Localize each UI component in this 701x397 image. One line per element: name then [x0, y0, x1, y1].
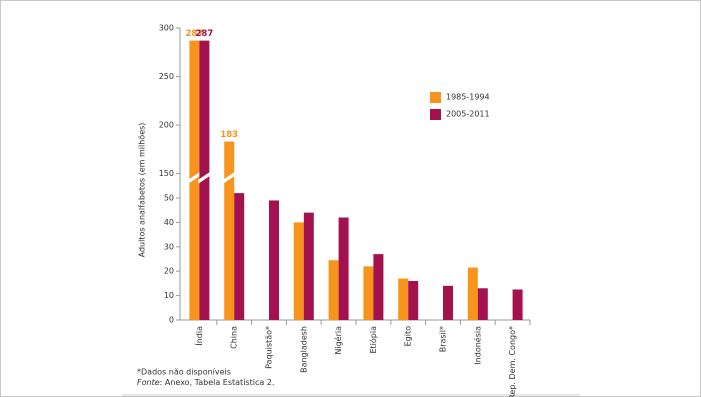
bar	[373, 254, 384, 320]
y-tick-label: 200	[159, 121, 174, 130]
axis-break	[188, 171, 201, 184]
bar	[224, 141, 235, 320]
bar	[338, 217, 349, 320]
bar	[199, 40, 210, 321]
bar	[303, 212, 314, 320]
legend-swatch	[430, 109, 441, 120]
y-axis-label: Adultos analfabetos (em milhões)	[138, 123, 147, 258]
x-tick-label: Indonésia	[472, 326, 482, 365]
legend-label: 2005-2011	[446, 110, 490, 119]
y-tick-label: 30	[164, 242, 174, 251]
x-tick-label: Nigéria	[333, 326, 343, 355]
bar	[189, 40, 200, 321]
y-tick-label: 0	[169, 316, 174, 325]
bar	[234, 193, 245, 320]
y-tick-label: 150	[159, 169, 174, 178]
source-text: : Anexo, Tabela Estatística 2.	[160, 378, 275, 387]
value-label: 183	[220, 130, 238, 140]
axis-break	[223, 171, 236, 184]
bar	[293, 222, 304, 320]
bar	[443, 285, 453, 320]
y-tick-label: 50	[164, 194, 174, 203]
y-tick-label: 250	[159, 72, 174, 81]
bar	[467, 267, 478, 320]
x-tick-label: Índia	[193, 326, 204, 346]
source-label: Fonte	[137, 378, 160, 387]
axis-break	[198, 171, 211, 184]
value-label: 287	[186, 29, 204, 39]
y-tick-label: 10	[164, 291, 174, 300]
x-tick-label: Etiópia	[368, 326, 378, 354]
x-tick-label: Brasil*	[439, 326, 448, 352]
bar	[363, 266, 374, 320]
bar	[328, 260, 339, 320]
x-tick-label: Bangladesh	[299, 326, 308, 373]
bar	[398, 278, 409, 320]
y-tick-label: 20	[164, 267, 174, 276]
y-tick-label: 300	[159, 24, 174, 33]
bar	[477, 288, 488, 320]
value-label: 287	[196, 29, 214, 39]
x-tick-label: Rep. Dem. Congo*	[508, 326, 517, 397]
x-tick-label: Paquistão*	[265, 326, 274, 369]
bar	[269, 200, 279, 320]
x-tick-label: China	[230, 326, 239, 349]
x-tick-label: Egito	[404, 326, 413, 346]
y-tick-label: 40	[164, 218, 174, 227]
footnote: *Dados não disponíveis	[137, 368, 231, 377]
legend-swatch	[430, 92, 441, 103]
source: Fonte: Anexo, Tabela Estatística 2.	[137, 378, 274, 387]
bar	[512, 289, 523, 320]
bar	[408, 280, 419, 320]
legend-label: 1985-1994	[446, 93, 490, 102]
